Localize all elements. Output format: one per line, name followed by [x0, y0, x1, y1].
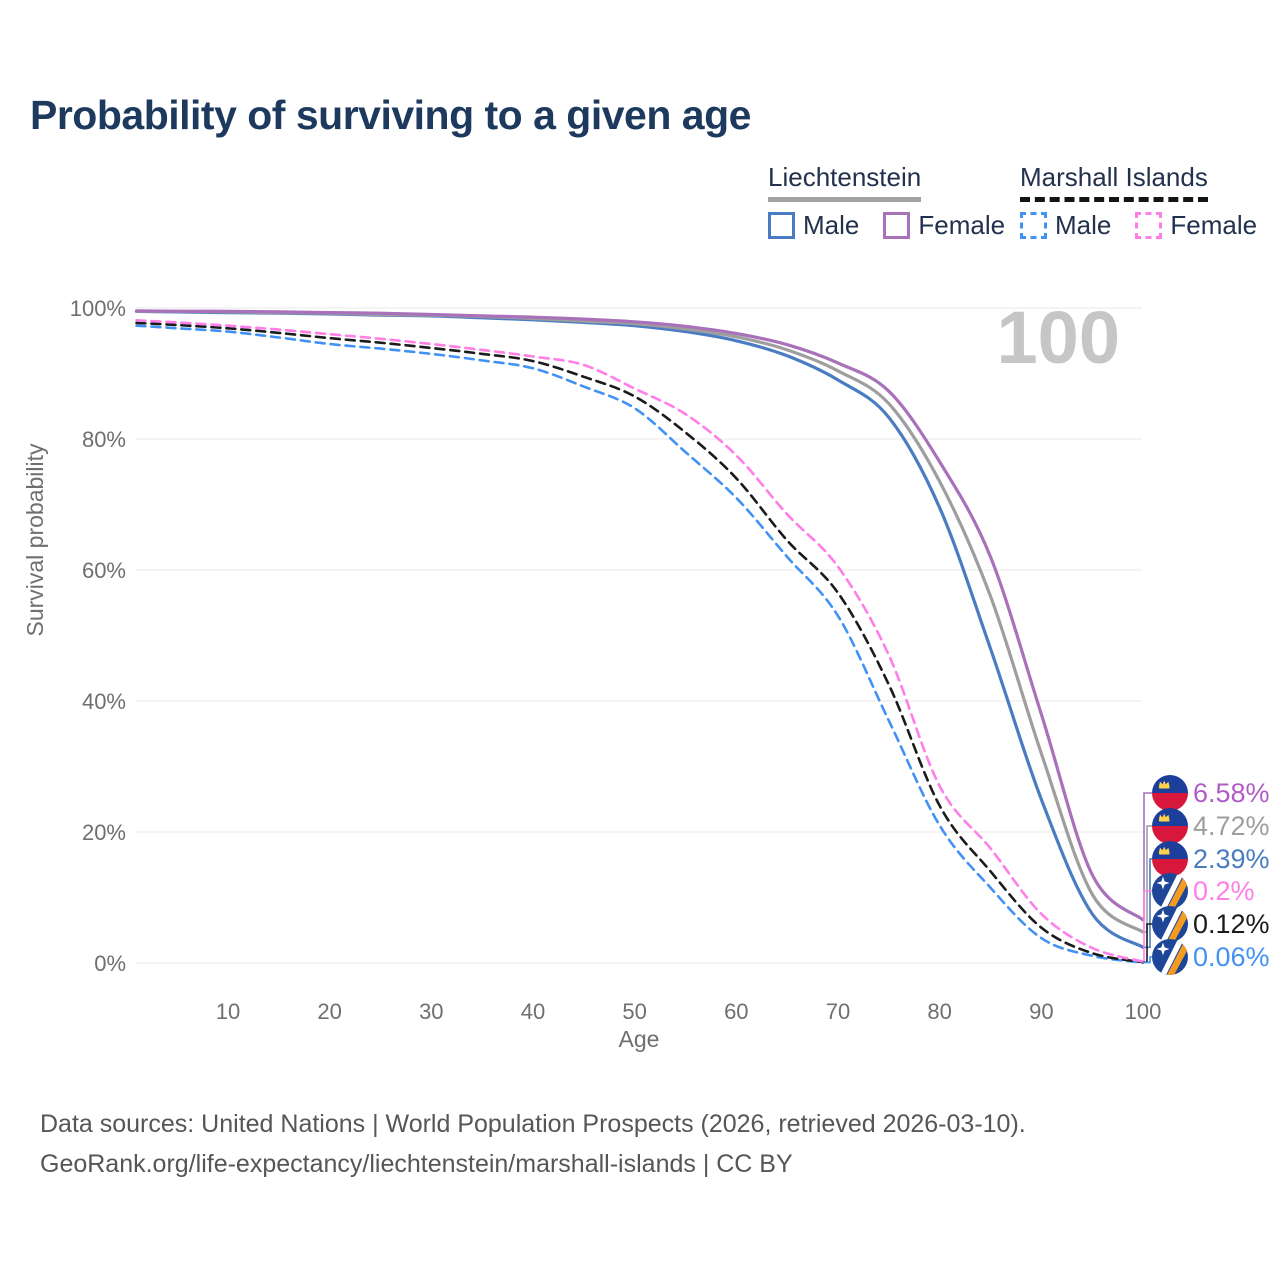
legend-item-marshall-islands-male[interactable]: Male [1020, 210, 1111, 241]
x-tick-label: 40 [521, 999, 545, 1024]
legend-item-label: Male [1055, 210, 1112, 240]
y-tick-label: 60% [82, 558, 126, 583]
line-liechtenstein-total[interactable] [134, 309, 1145, 934]
x-tick-label: 60 [724, 999, 748, 1024]
y-tick-label: 20% [82, 820, 126, 845]
legend-item-liechtenstein-female[interactable]: Female [883, 210, 1005, 241]
attribution-line: GeoRank.org/life-expectancy/liechtenstei… [40, 1150, 793, 1178]
legend-swatch-icon [883, 212, 911, 239]
line-marshall-islands-male[interactable] [135, 324, 1145, 964]
data-sources-line: Data sources: United Nations | World Pop… [40, 1110, 1026, 1138]
legend-item-marshall-islands-female[interactable]: Female [1135, 210, 1257, 241]
line-marshall-islands-female[interactable] [135, 319, 1145, 963]
y-tick-label: 80% [82, 427, 126, 452]
x-tick-label: 20 [317, 999, 341, 1024]
x-axis-title: Age [619, 1026, 660, 1052]
x-tick-label: 100 [1125, 999, 1162, 1024]
legend-item-label: Female [918, 210, 1006, 240]
legend-swatch-icon [1135, 212, 1163, 239]
x-tick-label: 70 [826, 999, 850, 1024]
y-axis-title: Survival probability [22, 443, 48, 637]
age-watermark: 100 [997, 296, 1120, 379]
legend-group-title: Liechtenstein [768, 162, 922, 202]
x-tick-label: 30 [419, 999, 443, 1024]
footer: Data sources: United Nations | World Pop… [40, 1104, 1026, 1184]
line-liechtenstein-male[interactable] [134, 309, 1145, 949]
line-marshall-islands-total[interactable] [135, 321, 1145, 964]
page-title: Probability of surviving to a given age [30, 92, 751, 138]
legend-swatch-icon [1020, 212, 1047, 239]
legend-item-label: Male [803, 210, 860, 240]
y-tick-label: 100% [70, 296, 126, 321]
x-tick-label: 80 [927, 999, 951, 1024]
end-connector [1143, 825, 1152, 933]
legend-group-title: Marshall Islands [1020, 162, 1208, 202]
legend-group-liechtenstein: Liechtenstein Male Female [768, 162, 1005, 241]
legend-group-marshall-islands: Marshall Islands Male Female [1020, 162, 1257, 241]
y-tick-label: 40% [82, 689, 126, 714]
legend: Liechtenstein Male Female Marshall Island… [0, 162, 1280, 242]
y-tick-label: 0% [94, 951, 126, 976]
x-tick-label: 90 [1029, 999, 1053, 1024]
x-tick-label: 50 [622, 999, 646, 1024]
legend-item-label: Female [1170, 210, 1258, 240]
end-connector [1143, 956, 1152, 964]
legend-item-liechtenstein-male[interactable]: Male [768, 210, 859, 241]
legend-swatch-icon [768, 212, 795, 239]
line-liechtenstein-female[interactable] [134, 309, 1145, 922]
x-tick-label: 10 [216, 999, 240, 1024]
